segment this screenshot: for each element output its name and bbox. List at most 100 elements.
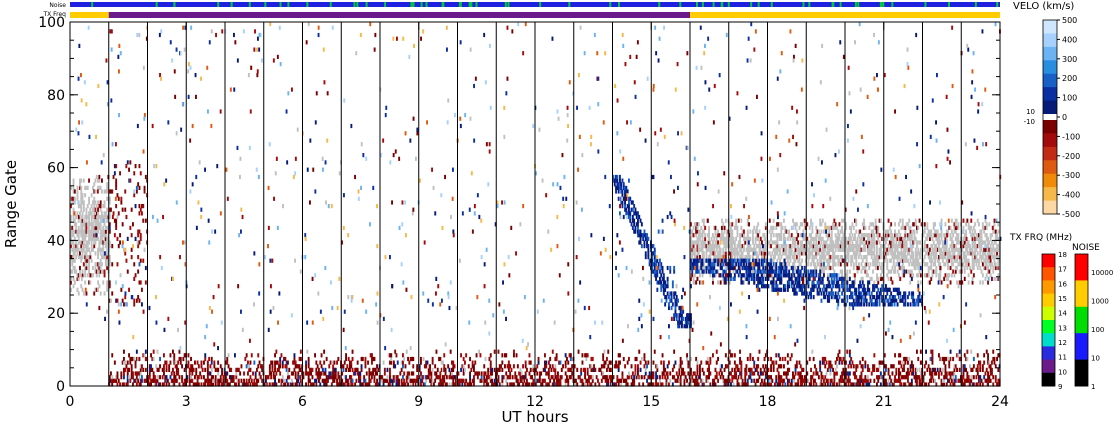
echo-cell — [894, 244, 896, 249]
echo-cell — [305, 367, 307, 372]
echo-cell — [631, 382, 634, 387]
echo-cell — [695, 382, 698, 387]
echo-cell — [836, 364, 838, 369]
echo-cell — [907, 360, 909, 365]
echo-cell — [788, 233, 791, 238]
echo-cell — [712, 258, 714, 263]
echo-cell — [702, 218, 705, 223]
echo-cell — [287, 375, 289, 380]
echo-cell — [931, 247, 934, 252]
echo-cell — [713, 225, 716, 230]
echo-cell — [617, 364, 620, 369]
echo-cell — [755, 367, 758, 372]
echo-cell — [631, 214, 634, 220]
echo-cell — [399, 371, 402, 376]
echo-cell — [820, 269, 823, 274]
echo-cell — [624, 200, 626, 205]
echo-cell — [848, 240, 851, 245]
echo-cell — [662, 360, 665, 365]
echo-cell — [945, 382, 948, 387]
echo-cell — [980, 247, 983, 252]
echo-cell — [272, 371, 275, 376]
noise-mark — [329, 2, 332, 7]
echo-cell — [79, 211, 81, 216]
echo-cell — [427, 375, 430, 380]
echo-cell — [305, 364, 307, 369]
echo-cell — [994, 265, 997, 271]
echo-cell — [360, 382, 363, 387]
echo-cell — [952, 233, 955, 238]
echo-cell — [99, 233, 102, 238]
echo-cell — [70, 233, 72, 238]
echo-cell — [730, 262, 732, 267]
echo-cell — [99, 185, 102, 190]
echo-cell — [936, 233, 939, 238]
echo-cell — [181, 375, 183, 380]
echo-cell — [159, 356, 161, 362]
echo-cell — [812, 378, 815, 383]
echo-cell — [420, 360, 422, 365]
echo-cell — [857, 233, 860, 238]
echo-cell — [896, 258, 899, 263]
echo-cell — [200, 364, 203, 369]
echo-cell — [724, 255, 727, 260]
echo-cell — [266, 382, 269, 387]
echo-cell — [617, 189, 620, 194]
echo-cell — [966, 375, 969, 380]
echo-cell — [383, 367, 386, 372]
echo-cell — [885, 378, 887, 383]
echo-cell — [944, 273, 947, 278]
echo-cell — [971, 233, 974, 238]
echo-cell — [873, 225, 876, 230]
echo-cell — [845, 240, 847, 245]
echo-cell — [984, 265, 987, 271]
echo-cell — [826, 247, 829, 252]
echo-cell — [726, 233, 729, 238]
echo-cell — [545, 382, 548, 387]
echo-cell — [775, 375, 778, 380]
echo-cell — [885, 236, 887, 241]
echo-cell — [439, 382, 442, 387]
echo-cell — [115, 182, 118, 187]
echo-cell — [275, 382, 278, 387]
echo-cell — [794, 244, 797, 249]
echo-cell — [706, 375, 709, 380]
echo-cell — [956, 255, 958, 260]
echo-cell — [560, 375, 563, 380]
echo-cell — [418, 375, 421, 380]
echo-cell — [188, 375, 191, 380]
echo-cell — [907, 247, 909, 252]
echo-cell — [358, 375, 360, 380]
echo-cell — [483, 364, 486, 369]
echo-cell — [695, 233, 698, 238]
echo-cell — [752, 371, 754, 376]
echo-cell — [82, 229, 85, 234]
echo-cell — [71, 240, 74, 245]
echo-cell — [812, 371, 815, 376]
echo-cell — [758, 349, 761, 354]
echo-cell — [351, 356, 354, 362]
echo-cell — [941, 251, 944, 256]
echo-cell — [797, 258, 800, 263]
echo-cell — [848, 225, 851, 230]
echo-cell — [622, 185, 625, 190]
echo-cell — [617, 382, 620, 387]
echo-cell — [803, 236, 806, 241]
echo-cell — [566, 375, 568, 380]
echo-cell — [699, 247, 701, 252]
echo-cell — [86, 229, 89, 234]
echo-cell — [723, 244, 726, 249]
echo-cell — [686, 356, 688, 362]
echo-cell — [369, 371, 372, 376]
echo-cell — [72, 185, 75, 190]
echo-cell — [978, 360, 980, 365]
echo-cell — [172, 349, 174, 354]
echo-cell — [842, 236, 845, 241]
echo-cell — [589, 364, 592, 369]
echo-cell — [97, 211, 99, 216]
echo-cell — [390, 356, 393, 362]
echo-cell — [909, 225, 912, 230]
echo-cell — [708, 236, 710, 241]
echo-cell — [159, 382, 161, 387]
echo-cell — [133, 262, 136, 267]
